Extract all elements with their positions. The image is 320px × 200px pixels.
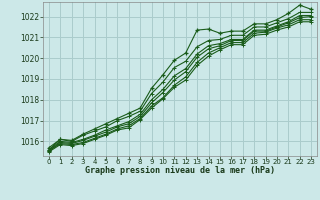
X-axis label: Graphe pression niveau de la mer (hPa): Graphe pression niveau de la mer (hPa)	[85, 166, 275, 175]
